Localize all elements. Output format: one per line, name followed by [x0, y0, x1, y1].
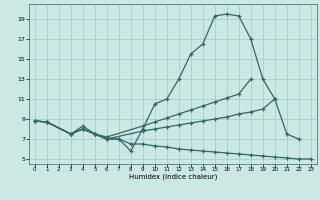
- X-axis label: Humidex (Indice chaleur): Humidex (Indice chaleur): [129, 174, 217, 180]
